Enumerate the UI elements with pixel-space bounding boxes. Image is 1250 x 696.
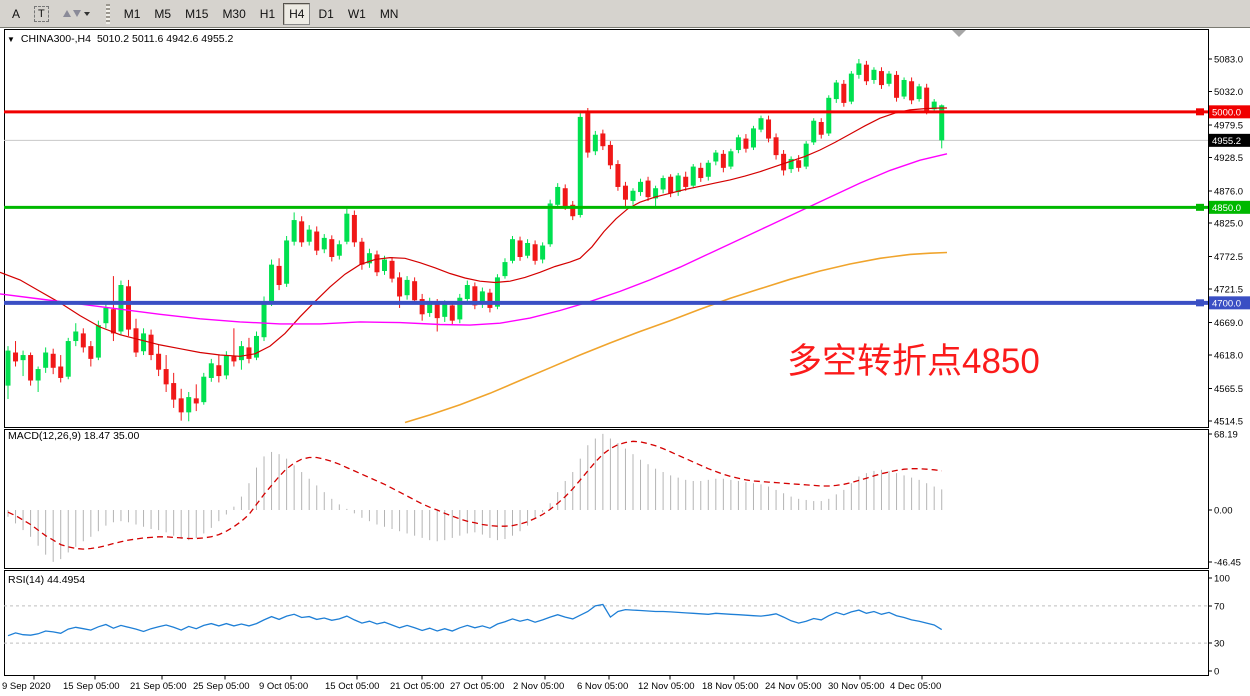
hline-handle[interactable]	[1196, 203, 1204, 211]
hline-5000.0[interactable]: 5000.0	[4, 105, 1250, 119]
svg-text:4 Dec 05:00: 4 Dec 05:00	[890, 681, 941, 692]
annotation-letter-button[interactable]: A	[6, 3, 26, 25]
svg-text:4955.2: 4955.2	[1212, 136, 1241, 147]
svg-text:15 Sep 05:00: 15 Sep 05:00	[63, 681, 120, 692]
svg-text:9 Sep 2020: 9 Sep 2020	[2, 681, 51, 692]
svg-text:4514.5: 4514.5	[1214, 416, 1243, 427]
collapse-arrow-icon[interactable]: ▼	[7, 34, 15, 44]
time-axis[interactable]: 9 Sep 2020 15 Sep 05:00 21 Sep 05:00 25 Sep…	[2, 675, 941, 693]
text-tool-icon: T	[34, 5, 49, 22]
sort-up-icon	[62, 10, 71, 17]
macd-signal-line	[7, 440, 942, 550]
timeframe-H1[interactable]: H1	[254, 3, 281, 25]
svg-text:4979.5: 4979.5	[1214, 120, 1243, 131]
svg-text:12 Nov 05:00: 12 Nov 05:00	[638, 681, 695, 692]
svg-text:4876.0: 4876.0	[1214, 186, 1243, 197]
svg-text:4700.0: 4700.0	[1212, 298, 1241, 309]
timeframe-M30[interactable]: M30	[216, 3, 251, 25]
svg-text:21 Oct 05:00: 21 Oct 05:00	[390, 681, 444, 692]
svg-text:15 Oct 05:00: 15 Oct 05:00	[325, 681, 379, 692]
svg-text:0.00: 0.00	[1214, 506, 1233, 517]
dropdown-caret-icon	[83, 11, 90, 16]
timeframe-H4[interactable]: H4	[283, 2, 311, 25]
macd-indicator-label: MACD(12,26,9) 18.47 35.00	[8, 430, 140, 442]
rsi-value: 44.4954	[47, 574, 86, 586]
svg-text:9 Oct 05:00: 9 Oct 05:00	[259, 681, 308, 692]
svg-text:21 Sep 05:00: 21 Sep 05:00	[130, 681, 187, 692]
svg-text:27 Oct 05:00: 27 Oct 05:00	[450, 681, 504, 692]
svg-text:-46.45: -46.45	[1214, 557, 1241, 568]
toolbar: A T M1 M5 M15 M30 H1 H4 D1 W1 MN	[0, 0, 1250, 28]
svg-text:18 Nov 05:00: 18 Nov 05:00	[702, 681, 759, 692]
svg-text:6 Nov 05:00: 6 Nov 05:00	[577, 681, 628, 692]
symbol-ohlc-values: 5010.2 5011.6 4942.6 4955.2	[96, 33, 234, 45]
toolbar-separator-grip	[105, 3, 110, 24]
timeframe-W1[interactable]: W1	[342, 3, 372, 25]
current-price-label: 4955.2	[1209, 133, 1250, 147]
chart-text-annotation[interactable]: 多空转折点4850	[787, 342, 1040, 381]
svg-text:0: 0	[1214, 667, 1219, 678]
timeframe-M15[interactable]: M15	[179, 3, 214, 25]
timeframe-M5[interactable]: M5	[148, 3, 177, 25]
svg-text:5000.0: 5000.0	[1212, 107, 1241, 118]
hline-4700.0[interactable]: 4700.0	[4, 296, 1250, 310]
sort-down-icon	[72, 10, 81, 17]
svg-text:68.19: 68.19	[1214, 429, 1238, 440]
timeframe-D1[interactable]: D1	[312, 3, 339, 25]
macd-values: 18.47 35.00	[83, 430, 140, 442]
chart-shift-marker-icon[interactable]	[952, 30, 966, 37]
hline-handle[interactable]	[1196, 299, 1204, 307]
ma-fast-red	[0, 107, 947, 357]
timeframe-MN[interactable]: MN	[374, 3, 405, 25]
timeframe-group: M1 M5 M15 M30 H1 H4 D1 W1 MN	[117, 2, 406, 25]
pane-border	[4, 570, 1209, 676]
svg-text:5032.0: 5032.0	[1214, 87, 1243, 98]
svg-text:30 Nov 05:00: 30 Nov 05:00	[828, 681, 885, 692]
svg-text:4928.5: 4928.5	[1214, 153, 1243, 164]
rsi-pane: 100 70 30 0	[4, 574, 1230, 678]
svg-text:4772.5: 4772.5	[1214, 252, 1243, 263]
timeframe-M1[interactable]: M1	[118, 3, 147, 25]
symbol-bar[interactable]: ▼ CHINA300-,H4 5010.2 5011.6 4942.6 4955…	[7, 33, 233, 45]
pane-border	[4, 429, 1209, 569]
macd-pane: 68.19 0.00 -46.45	[7, 429, 1241, 568]
svg-text:70: 70	[1214, 601, 1225, 612]
hline-handle[interactable]	[1196, 108, 1204, 116]
hline-4850.0[interactable]: 4850.0	[4, 200, 1250, 214]
svg-text:4721.5: 4721.5	[1214, 285, 1243, 296]
svg-text:24 Nov 05:00: 24 Nov 05:00	[765, 681, 822, 692]
svg-text:4825.0: 4825.0	[1214, 219, 1243, 230]
candles-layer	[5, 58, 945, 422]
svg-text:30: 30	[1214, 639, 1225, 650]
svg-text:4669.0: 4669.0	[1214, 318, 1243, 329]
ma-slow-orange	[404, 251, 948, 424]
svg-text:4850.0: 4850.0	[1212, 203, 1241, 214]
svg-text:2 Nov 05:00: 2 Nov 05:00	[513, 681, 564, 692]
price-axis: 5083.0 5032.0 4979.5 4928.5 4876.0 4825.0 4772…	[1208, 54, 1243, 427]
price-pane: 5000.0 4850.0 4700.0 4955.2	[0, 58, 1250, 424]
text-label-tool-button[interactable]: T	[28, 3, 55, 25]
symbol-title: CHINA300-,H4	[20, 33, 91, 45]
svg-text:4618.0: 4618.0	[1214, 351, 1243, 362]
svg-text:25 Sep 05:00: 25 Sep 05:00	[193, 681, 250, 692]
svg-text:100: 100	[1214, 574, 1230, 585]
rsi-indicator-label: RSI(14) 44.4954	[8, 574, 86, 586]
svg-text:5083.0: 5083.0	[1214, 54, 1243, 65]
rsi-line	[7, 603, 943, 637]
pane-border	[4, 29, 1209, 428]
svg-text:4565.5: 4565.5	[1214, 384, 1243, 395]
cycle-timeframes-button[interactable]	[57, 3, 96, 25]
